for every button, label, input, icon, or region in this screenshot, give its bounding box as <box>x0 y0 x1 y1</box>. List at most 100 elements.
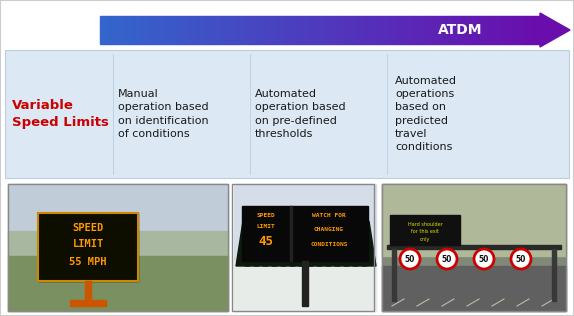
Text: Variable
Speed Limits: Variable Speed Limits <box>12 99 109 129</box>
Bar <box>191 16 192 44</box>
Bar <box>201 16 203 44</box>
Bar <box>169 16 170 44</box>
Bar <box>266 16 267 44</box>
Bar <box>175 16 176 44</box>
Bar <box>182 16 184 44</box>
Bar <box>107 16 109 44</box>
Bar <box>115 16 116 44</box>
Bar <box>446 16 448 44</box>
Bar <box>110 16 112 44</box>
Text: CHANGING: CHANGING <box>314 227 344 232</box>
Bar <box>406 16 408 44</box>
Bar <box>356 16 358 44</box>
Text: CONDITIONS: CONDITIONS <box>310 242 348 247</box>
Bar <box>119 16 121 44</box>
Bar <box>355 16 356 44</box>
Bar <box>285 16 286 44</box>
Bar <box>522 16 524 44</box>
Bar <box>112 16 113 44</box>
Bar <box>487 16 488 44</box>
Bar <box>387 16 389 44</box>
Bar <box>398 16 399 44</box>
Bar <box>367 16 369 44</box>
Bar <box>290 206 292 261</box>
Bar <box>354 16 355 44</box>
Bar <box>5 50 569 178</box>
Bar <box>168 16 169 44</box>
Bar <box>150 16 152 44</box>
Bar <box>396 16 398 44</box>
Bar <box>527 16 528 44</box>
Bar <box>339 16 340 44</box>
Bar <box>534 16 536 44</box>
Polygon shape <box>362 221 376 266</box>
Bar <box>8 184 228 311</box>
Bar <box>142 16 144 44</box>
Bar <box>456 16 458 44</box>
Text: 50: 50 <box>479 254 489 264</box>
Bar <box>342 16 343 44</box>
Bar <box>129 16 131 44</box>
Polygon shape <box>263 221 277 266</box>
Bar <box>364 16 366 44</box>
Bar <box>172 16 173 44</box>
Bar <box>203 16 204 44</box>
Bar <box>139 16 141 44</box>
Bar <box>302 16 304 44</box>
Bar <box>176 16 178 44</box>
Bar <box>213 16 215 44</box>
Bar <box>244 16 245 44</box>
Bar <box>247 16 248 44</box>
Bar <box>401 16 402 44</box>
Bar <box>508 16 509 44</box>
Bar <box>467 16 468 44</box>
Bar <box>254 16 255 44</box>
Bar <box>184 16 185 44</box>
Bar <box>132 16 134 44</box>
Bar <box>482 16 483 44</box>
Bar <box>459 16 461 44</box>
Text: Automated
operation based
on pre-defined
thresholds: Automated operation based on pre-defined… <box>255 89 346 139</box>
Bar <box>346 16 348 44</box>
Bar <box>197 16 198 44</box>
Bar <box>38 213 138 281</box>
Bar <box>245 16 247 44</box>
Bar <box>215 16 216 44</box>
Bar <box>351 16 352 44</box>
Bar <box>321 16 323 44</box>
Bar <box>316 16 317 44</box>
Polygon shape <box>344 221 358 266</box>
Bar <box>248 16 250 44</box>
Bar <box>145 16 147 44</box>
Bar <box>218 16 219 44</box>
Bar <box>409 16 411 44</box>
Bar <box>519 16 521 44</box>
Bar <box>226 16 228 44</box>
Bar <box>100 16 102 44</box>
Polygon shape <box>290 221 304 266</box>
Bar <box>231 16 232 44</box>
Bar <box>511 16 512 44</box>
Bar <box>440 16 442 44</box>
Bar <box>448 16 449 44</box>
Bar <box>416 16 417 44</box>
Bar <box>292 16 293 44</box>
Bar <box>499 16 501 44</box>
Bar <box>470 16 471 44</box>
Bar <box>387 245 561 249</box>
Bar <box>123 16 125 44</box>
Bar <box>8 231 228 256</box>
Bar <box>121 16 122 44</box>
Bar <box>264 16 266 44</box>
Bar <box>260 16 261 44</box>
Bar <box>219 16 220 44</box>
Bar <box>242 206 368 261</box>
Bar <box>284 16 285 44</box>
Polygon shape <box>326 221 340 266</box>
Bar <box>189 16 191 44</box>
Bar <box>452 16 453 44</box>
Text: only: only <box>420 236 430 241</box>
Bar <box>295 16 297 44</box>
Bar <box>302 261 308 306</box>
Bar <box>207 16 208 44</box>
